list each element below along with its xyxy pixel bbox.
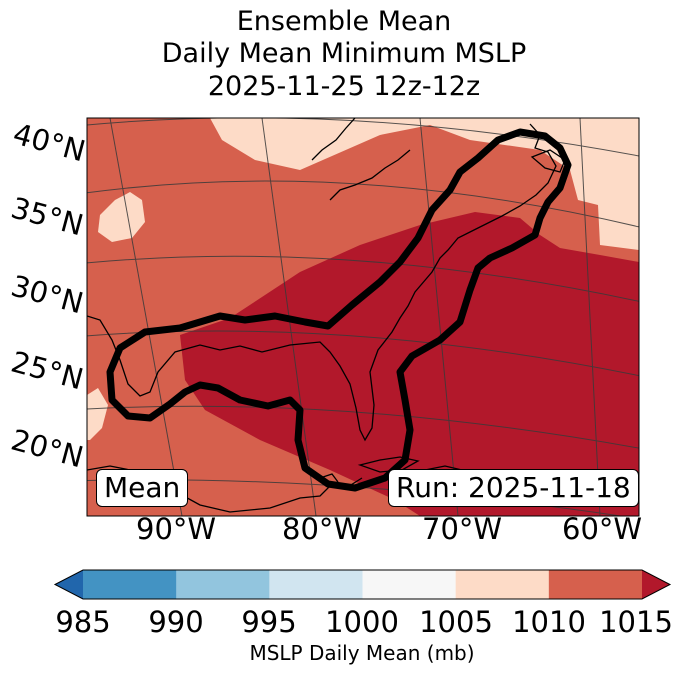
ensemble-contour — [106, 128, 572, 492]
colorbar-segment — [548, 570, 643, 599]
colorbar-outline — [53, 569, 672, 600]
colorbar-tick: 1015 — [599, 605, 673, 639]
colorbar-segment — [362, 570, 457, 599]
run-box: Run: 2025-11-18 — [388, 469, 639, 507]
colorbar-tick: 990 — [148, 605, 204, 639]
colorbar-tick: 985 — [55, 605, 111, 639]
colorbar-label: MSLP Daily Mean (mb) — [249, 641, 475, 665]
colorbar-tick: 1010 — [512, 605, 586, 639]
colorbar-extend-low — [55, 570, 83, 599]
colorbar-segment — [269, 570, 363, 599]
title-line-3: 2025-11-25 12z-12z — [207, 71, 481, 102]
map-frame — [86, 117, 640, 517]
lon-label-70w: 70°W — [422, 512, 503, 546]
mean-box: Mean — [96, 469, 189, 507]
title-line-2: Daily Mean Minimum MSLP — [161, 38, 527, 69]
field-1005-1010-small — [98, 192, 145, 242]
field-1005-1010-north — [210, 118, 639, 250]
lon-label-90w: 90°W — [136, 512, 217, 546]
colorbar-segment — [176, 570, 270, 599]
colorbar-tick: 1000 — [325, 605, 399, 639]
field-1005-1010-west — [87, 388, 108, 440]
lon-label-60w: 60°W — [562, 512, 643, 546]
title-line-1: Ensemble Mean — [236, 6, 452, 37]
colorbar-tick: 1005 — [419, 605, 493, 639]
colorbar-extend-high — [642, 570, 670, 599]
colorbar-segment — [83, 570, 177, 599]
lon-label-80w: 80°W — [282, 512, 363, 546]
colorbar-tick: 995 — [241, 605, 297, 639]
colorbar-segment — [455, 570, 550, 599]
